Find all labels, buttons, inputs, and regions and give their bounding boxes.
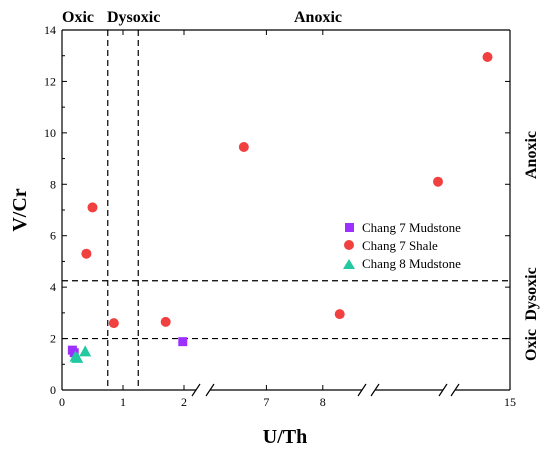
- data-point-series-1: [87, 202, 98, 213]
- legend-label-chang8-mudstone: Chang 8 Mudstone: [362, 256, 461, 271]
- legend-label-chang7-shale: Chang 7 Shale: [362, 238, 438, 253]
- data-point-series-1: [334, 309, 345, 320]
- y-tick-label: 10: [44, 126, 56, 140]
- data-point-series-0: [69, 348, 79, 358]
- region-label-dysoxic: Dysoxic: [107, 9, 160, 26]
- x-tick-label: 2: [181, 395, 187, 409]
- data-point-series-1: [433, 176, 443, 187]
- data-point-series-1: [81, 248, 92, 259]
- x-tick-label: 7: [263, 395, 269, 409]
- y-tick-label: 4: [50, 280, 56, 294]
- axis-break-mark: [357, 383, 367, 397]
- data-point-series-0: [178, 337, 188, 347]
- y-tick-label: 0: [50, 383, 56, 397]
- data-point-series-1: [108, 318, 119, 329]
- y-tick-label: 12: [44, 74, 56, 88]
- region-label-oxic: Oxic: [62, 9, 94, 26]
- x-axis-title: U/Th: [263, 426, 307, 448]
- right-region-label-anoxic: Anoxic: [523, 131, 540, 179]
- right-region-label-dysoxic: Dysoxic: [523, 267, 540, 320]
- axis-break-mark: [438, 383, 448, 397]
- right-region-label-oxic: Oxic: [523, 329, 540, 361]
- legend-marker-chang8-mudstone: [343, 259, 355, 269]
- data-point-series-1: [238, 142, 249, 152]
- y-tick-label: 8: [50, 177, 56, 191]
- y-tick-label: 14: [44, 23, 56, 37]
- region-label-anoxic: Anoxic: [294, 9, 342, 26]
- legend-marker-chang7-shale: [344, 240, 354, 250]
- data-point-series-2: [71, 351, 84, 363]
- x-tick-label: 8: [320, 395, 326, 409]
- x-tick-label: 1: [120, 395, 126, 409]
- data-point-series-2: [79, 345, 92, 357]
- legend-marker-chang7-mudstone: [345, 223, 354, 232]
- x-tick-label: 0: [59, 395, 65, 409]
- legend: Chang 7 Mudstone Chang 7 Shale Chang 8 M…: [343, 220, 461, 271]
- y-tick-label: 2: [50, 332, 56, 346]
- data-point-series-1: [160, 316, 171, 327]
- data-point-series-1: [482, 52, 493, 62]
- x-tick-label: 15: [504, 395, 516, 409]
- axis-break-mark: [191, 383, 201, 397]
- y-tick-label: 6: [50, 229, 56, 243]
- legend-label-chang7-mudstone: Chang 7 Mudstone: [362, 220, 461, 235]
- y-axis-title: V/Cr: [9, 188, 31, 231]
